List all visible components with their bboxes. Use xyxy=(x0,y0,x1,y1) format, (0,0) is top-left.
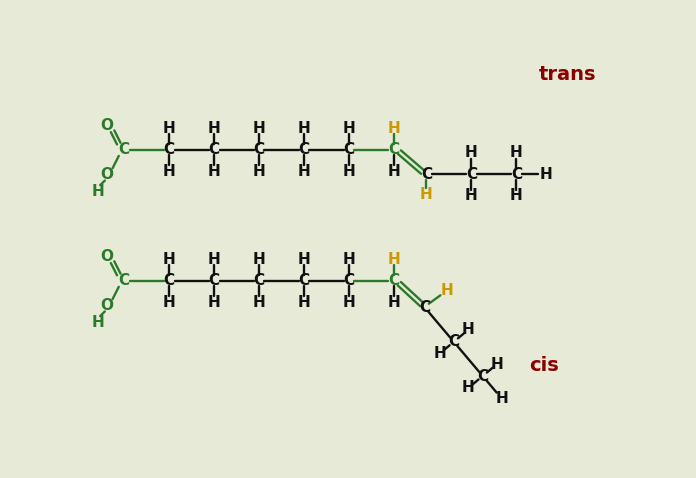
Text: H: H xyxy=(388,295,400,310)
Text: trans: trans xyxy=(539,65,596,84)
Text: C: C xyxy=(164,142,175,157)
Text: H: H xyxy=(298,295,310,310)
Text: H: H xyxy=(462,380,475,395)
Text: H: H xyxy=(163,164,175,179)
Text: C: C xyxy=(388,273,400,288)
Text: H: H xyxy=(298,121,310,136)
Text: C: C xyxy=(253,273,264,288)
Text: H: H xyxy=(207,121,221,136)
Text: C: C xyxy=(388,142,400,157)
Text: H: H xyxy=(91,315,104,330)
Text: H: H xyxy=(342,164,356,179)
Text: C: C xyxy=(209,142,220,157)
Text: cis: cis xyxy=(530,356,559,375)
Text: O: O xyxy=(101,249,113,263)
Text: C: C xyxy=(448,334,459,349)
Text: C: C xyxy=(477,369,489,383)
Text: H: H xyxy=(388,251,400,267)
Text: H: H xyxy=(163,251,175,267)
Text: H: H xyxy=(496,391,508,406)
Text: H: H xyxy=(207,251,221,267)
Text: H: H xyxy=(163,121,175,136)
Text: H: H xyxy=(91,184,104,199)
Text: H: H xyxy=(433,346,446,361)
Text: O: O xyxy=(101,298,113,313)
Text: C: C xyxy=(299,142,310,157)
Text: H: H xyxy=(342,121,356,136)
Text: H: H xyxy=(163,295,175,310)
Text: O: O xyxy=(101,118,113,132)
Text: C: C xyxy=(466,167,477,182)
Text: H: H xyxy=(253,295,265,310)
Text: C: C xyxy=(118,142,129,157)
Text: H: H xyxy=(388,121,400,136)
Text: C: C xyxy=(421,167,432,182)
Text: H: H xyxy=(420,187,433,202)
Text: C: C xyxy=(343,142,354,157)
Text: H: H xyxy=(510,145,523,160)
Text: H: H xyxy=(539,167,552,182)
Text: C: C xyxy=(209,273,220,288)
Text: C: C xyxy=(253,142,264,157)
Text: H: H xyxy=(491,357,503,372)
Text: C: C xyxy=(343,273,354,288)
Text: H: H xyxy=(461,323,475,337)
Text: H: H xyxy=(298,251,310,267)
Text: C: C xyxy=(511,167,522,182)
Text: C: C xyxy=(419,300,430,315)
Text: H: H xyxy=(342,251,356,267)
Text: H: H xyxy=(465,188,477,204)
Text: H: H xyxy=(342,295,356,310)
Text: H: H xyxy=(207,164,221,179)
Text: H: H xyxy=(388,164,400,179)
Text: H: H xyxy=(441,283,453,298)
Text: O: O xyxy=(101,167,113,182)
Text: H: H xyxy=(253,121,265,136)
Text: H: H xyxy=(207,295,221,310)
Text: C: C xyxy=(164,273,175,288)
Text: C: C xyxy=(299,273,310,288)
Text: H: H xyxy=(253,251,265,267)
Text: H: H xyxy=(298,164,310,179)
Text: H: H xyxy=(510,188,523,204)
Text: C: C xyxy=(118,273,129,288)
Text: H: H xyxy=(465,145,477,160)
Text: H: H xyxy=(253,164,265,179)
